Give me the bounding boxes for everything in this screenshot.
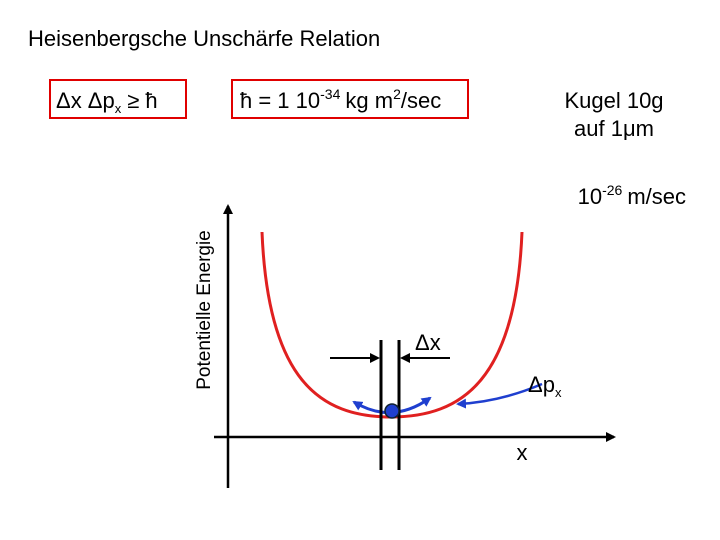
relation-rest: ≥ ħ (127, 88, 157, 113)
x-axis-label: x (517, 440, 528, 465)
delta-p-main: Δp (528, 372, 555, 397)
delta-x: Δx (415, 330, 441, 355)
ball-line1: Kugel 10g (564, 88, 663, 113)
hbar-tail: /sec (401, 88, 441, 113)
hbar: ħ = 1 10-34 kg m2/sec (240, 86, 441, 113)
relation-main: Δx Δp (56, 88, 115, 113)
velocity-base: 10 (578, 184, 602, 209)
ball-line2: auf 1μm (574, 116, 654, 141)
title: Heisenbergsche Unschärfe Relation (28, 26, 380, 51)
hbar-unit: kg m (345, 88, 393, 113)
hbar-box (231, 79, 469, 119)
relation-box (49, 79, 187, 119)
velocity-exp: -26 (602, 182, 622, 198)
delta-p-sub: x (555, 385, 562, 400)
velocity-unit: m/sec (627, 184, 686, 209)
potential-curve (260, 231, 524, 419)
hbar-exp: -34 (320, 86, 340, 102)
hbar-main: ħ = 1 10 (240, 88, 320, 113)
relation: Δx Δpx ≥ ħ (56, 88, 158, 116)
relation-sub: x (115, 101, 122, 116)
ball (384, 403, 400, 419)
y-axis-label: Potentielle Energie (194, 230, 215, 390)
hbar-unit-exp: 2 (393, 86, 401, 102)
delta-p: Δpx (528, 372, 562, 400)
velocity: 10-26 m/sec (578, 182, 686, 209)
momentum-pointer (456, 382, 543, 409)
